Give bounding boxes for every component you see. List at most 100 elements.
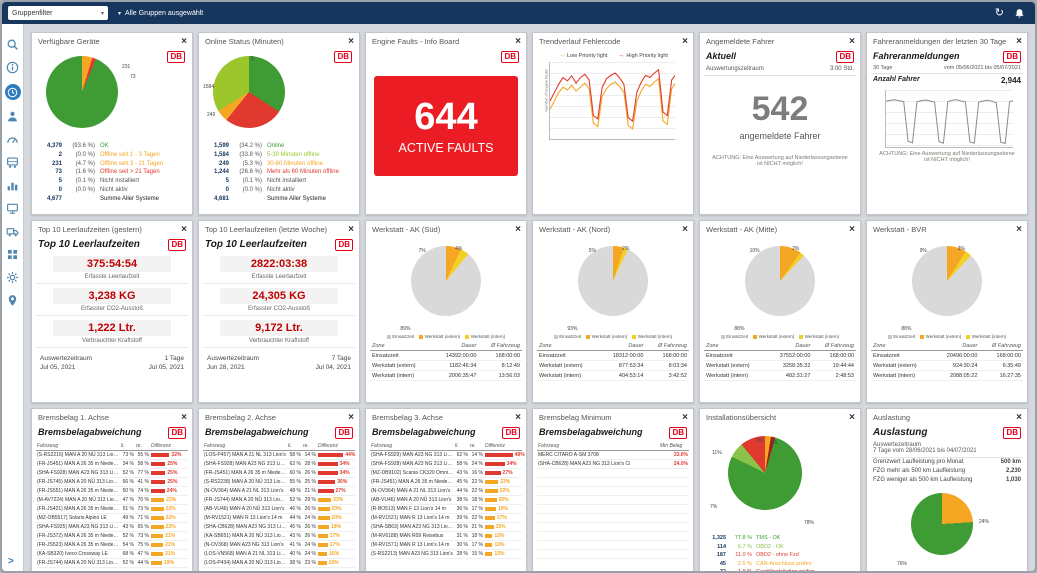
sidebar <box>2 24 24 571</box>
werkstatt-pie-chart <box>912 246 982 316</box>
close-icon[interactable]: × <box>849 35 855 47</box>
card-title: Werkstatt - AK (Mitte) <box>706 225 778 234</box>
bar-chart-icon[interactable] <box>6 179 19 192</box>
stat-block: 3,238 KG Erfasster CO2-Ausstoß <box>36 284 188 316</box>
card-auslastung: Auslastung × Auslastung DB Auswertezeitrau… <box>866 408 1028 571</box>
idle-stats: 375:54:54 Erfasste Leerlaufzeit 3,238 KG… <box>36 252 188 348</box>
table-row: (MZ-DB9102) Scania CK320 OmniCity 43 % 1… <box>370 468 522 478</box>
card-title: Top 10 Leerlaufzeiten (gestern) <box>38 225 142 234</box>
db-logo: DB <box>836 51 854 63</box>
close-icon[interactable]: × <box>348 223 354 235</box>
table-row: Werkstatt (intern) 2006:35:47 13:56:03 <box>370 370 522 381</box>
legend-swatch <box>920 334 925 339</box>
group-filter-label: Gruppenfilter <box>12 9 53 17</box>
close-icon[interactable]: × <box>1016 35 1022 47</box>
brake-table: Fahrzeug li. re. Differenz (SHA-FS929) M… <box>370 442 525 559</box>
history-icon[interactable] <box>4 84 21 100</box>
devices-pie-chart <box>46 56 118 128</box>
driver-icon[interactable] <box>6 110 19 123</box>
close-icon[interactable]: × <box>515 223 521 235</box>
legend-row: 45 2.6 % CAN-Anschluss prüfen <box>719 560 812 567</box>
card-title: Bremsbelag 2. Achse <box>205 413 276 422</box>
diff-bar <box>151 470 166 475</box>
group-selection-dropdown[interactable]: ▾ Alle Gruppen ausgewählt <box>118 10 203 17</box>
warning-text: ACHTUNG: Eine Auswertung auf Niederlassu… <box>879 151 1015 163</box>
diff-bar <box>318 479 336 484</box>
card-angemeldete-fahrer: Angemeldete Fahrer × Aktuell DB Auswertun… <box>699 32 861 215</box>
search-icon[interactable] <box>6 38 19 51</box>
sync-icon[interactable]: ↻ <box>994 6 1004 19</box>
diff-bar <box>151 497 165 502</box>
table-row: (SHA-FS928) MAN A23 NG 313 Lion's 62 % 2… <box>203 459 355 469</box>
card-title: Werkstatt - BVR <box>873 225 927 234</box>
legend-swatch <box>553 334 558 339</box>
diff-bar <box>151 479 166 484</box>
diff-bar <box>485 452 513 457</box>
close-icon[interactable]: × <box>181 223 187 235</box>
diff-bar <box>151 560 162 565</box>
legend-swatch <box>753 334 758 339</box>
table-row: (SHA-CB628) MAN A23 NG 313 Lion's Ci 24.… <box>537 459 689 469</box>
group-selection-label: Alle Gruppen ausgewählt <box>125 9 204 17</box>
count-row: Anzahl Fahrer 2,944 <box>873 76 1021 85</box>
card-title: Auslastung <box>873 413 911 422</box>
bell-icon[interactable] <box>1014 8 1025 19</box>
table-row: (SHA-FS929) MAN A23 NG 313 Lion's 62 % 1… <box>370 450 525 460</box>
card-werkstatt-sued: Werkstatt - AK (Süd) × 7% 4% 89% Einsatzz… <box>365 220 527 403</box>
map-pin-icon[interactable] <box>6 294 19 307</box>
active-faults-box: 644 ACTIVE FAULTS <box>374 76 518 176</box>
close-icon[interactable]: × <box>348 35 354 47</box>
close-icon[interactable]: × <box>849 411 855 423</box>
table-row: (SHA-SB63) MAN A23 NG 313 Lion's 36 % 21… <box>370 522 522 532</box>
db-logo: DB <box>334 51 352 63</box>
table-row <box>537 540 689 550</box>
close-icon[interactable]: × <box>348 411 354 423</box>
gear-icon[interactable] <box>6 271 19 284</box>
diff-bar <box>318 452 344 457</box>
card-title: Bremsbelag 1. Achse <box>38 413 109 422</box>
close-icon[interactable]: × <box>181 35 187 47</box>
table-row: (SHA-FS928) MAN A23 NG 313 Lion's 52 % 7… <box>36 468 188 478</box>
werkstatt-table: Zone Dauer Ø Fahrzeug Einsatzzeit 37552:0… <box>704 342 856 381</box>
close-icon[interactable]: × <box>1016 411 1022 423</box>
brake-min-table: Fahrzeug Min Belag MERC CITARO A-SM 3708… <box>537 442 689 559</box>
stat-block: 24,305 KG Erfasster CO2-Ausstoß <box>203 284 355 316</box>
sidebar-expand-chevron[interactable]: > <box>8 556 14 567</box>
close-icon[interactable]: × <box>682 35 688 47</box>
diff-bar <box>318 497 332 502</box>
close-icon[interactable]: × <box>515 411 521 423</box>
gauge-icon[interactable] <box>6 133 19 146</box>
table-row: Werkstatt (extern) 877:53:34 8:03:34 <box>537 360 689 371</box>
db-logo: DB <box>669 427 687 439</box>
table-row: (M-RV6188) MAN R09 Reisebus 31 % 18 % 13… <box>370 531 522 541</box>
diff-bar <box>151 533 164 538</box>
bus-icon[interactable] <box>6 156 19 169</box>
diff-bar <box>151 551 164 556</box>
table-row <box>537 549 689 559</box>
close-icon[interactable]: × <box>181 411 187 423</box>
diff-bar <box>318 524 329 529</box>
grid-icon[interactable] <box>6 248 19 261</box>
legend-swatch <box>966 334 971 339</box>
table-row <box>537 504 689 514</box>
close-icon[interactable]: × <box>1016 223 1022 235</box>
info-icon[interactable] <box>6 61 19 74</box>
card-bremsbelag-minimum: Bremsbelag Minimum × Bremsbelagabweichung… <box>532 408 694 571</box>
card-title: Engine Faults - Info Board <box>372 37 460 46</box>
section-heading: Bremsbelagabweichung <box>372 427 476 437</box>
close-icon[interactable]: × <box>682 223 688 235</box>
truck-icon[interactable] <box>6 225 19 238</box>
diff-bar <box>151 542 164 547</box>
monitor-icon[interactable] <box>6 202 19 215</box>
table-row: Einsatzzeit 14392:00:00 168:00:00 <box>370 350 522 361</box>
legend-row: 5 (0.1 %) Nicht installiert <box>225 178 307 185</box>
close-icon[interactable]: × <box>849 223 855 235</box>
diff-bar <box>485 461 505 466</box>
close-icon[interactable]: × <box>682 411 688 423</box>
close-icon[interactable]: × <box>515 35 521 47</box>
legend-row: 1,244 (26.6 %) Mehr als 60 Minuten offli… <box>213 169 339 176</box>
group-filter-dropdown[interactable]: Gruppenfilter ▾ <box>8 6 108 20</box>
table-row <box>537 477 689 487</box>
table-row: Werkstatt (intern) 482:31:27 2:48:53 <box>704 370 856 381</box>
table-row: (FR-JS745) MAN A 20 NÜ 313 Lion's 66 % 4… <box>36 477 188 487</box>
